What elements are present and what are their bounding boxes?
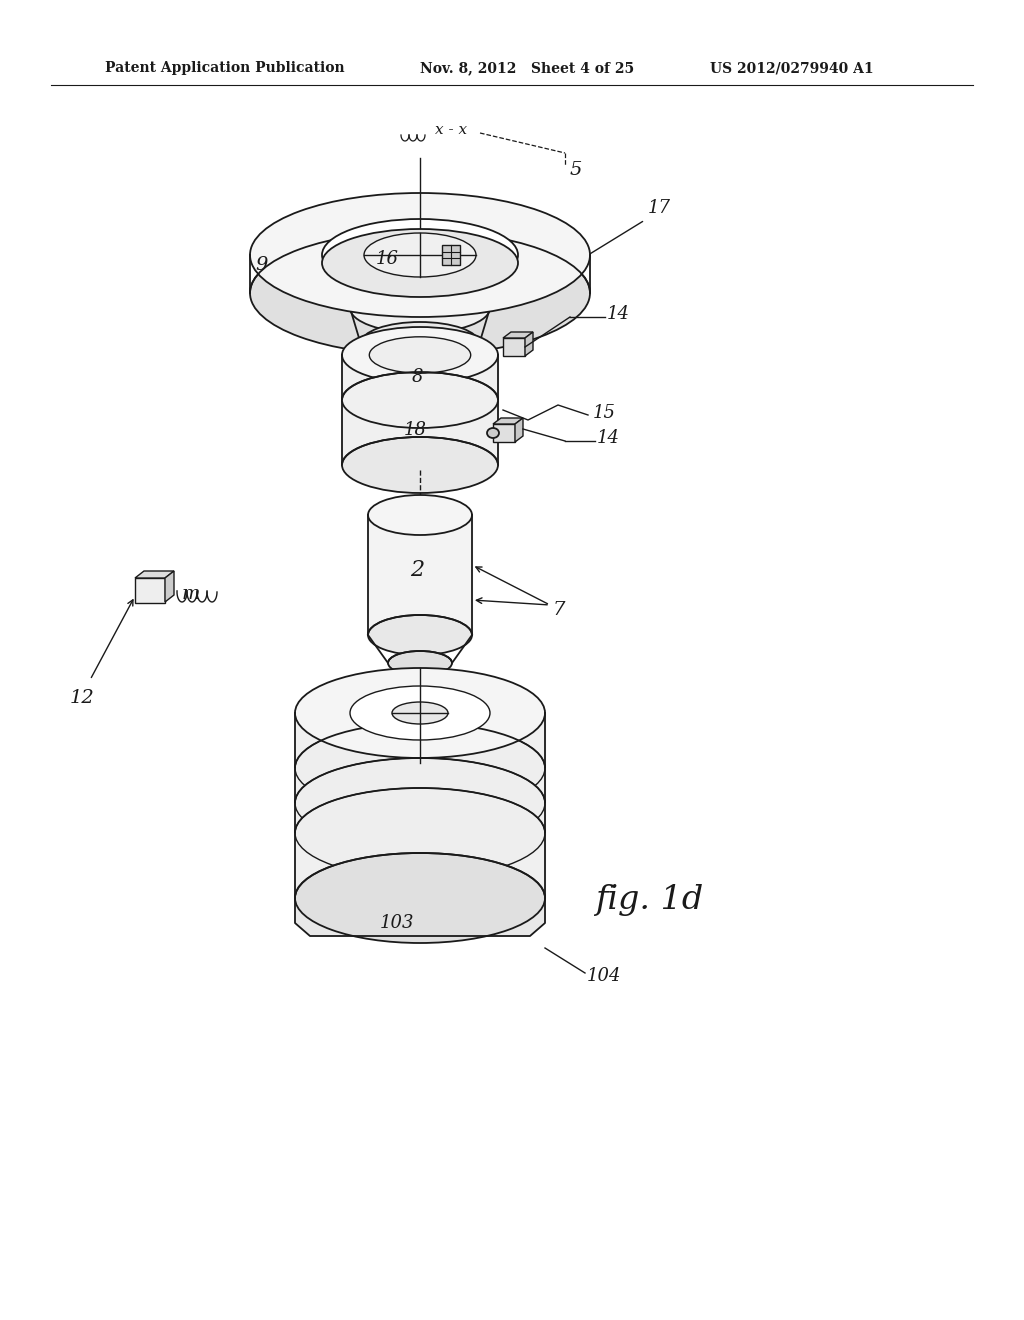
Text: fig. 1d: fig. 1d: [595, 884, 703, 916]
Text: 18: 18: [404, 421, 427, 440]
FancyBboxPatch shape: [493, 424, 515, 442]
FancyBboxPatch shape: [135, 578, 165, 603]
Ellipse shape: [250, 193, 590, 317]
Text: 103: 103: [380, 913, 415, 932]
Polygon shape: [342, 355, 498, 465]
Ellipse shape: [361, 322, 479, 364]
Text: US 2012/0279940 A1: US 2012/0279940 A1: [710, 61, 873, 75]
Text: 2: 2: [410, 558, 424, 581]
Text: 16: 16: [376, 249, 399, 268]
FancyBboxPatch shape: [503, 338, 525, 356]
Ellipse shape: [295, 853, 545, 942]
Ellipse shape: [322, 219, 518, 290]
Text: 9: 9: [255, 256, 267, 275]
Text: 104: 104: [587, 968, 622, 985]
Text: m: m: [182, 585, 201, 603]
Text: 12: 12: [70, 689, 95, 708]
Ellipse shape: [342, 327, 498, 383]
Polygon shape: [135, 572, 174, 578]
FancyBboxPatch shape: [442, 246, 460, 265]
Ellipse shape: [295, 788, 545, 878]
Ellipse shape: [322, 228, 518, 297]
Text: Nov. 8, 2012   Sheet 4 of 25: Nov. 8, 2012 Sheet 4 of 25: [420, 61, 634, 75]
Polygon shape: [368, 515, 472, 635]
Polygon shape: [295, 713, 545, 898]
Ellipse shape: [392, 702, 449, 723]
Ellipse shape: [295, 758, 545, 847]
Ellipse shape: [368, 615, 472, 655]
Text: 14: 14: [607, 305, 630, 323]
Polygon shape: [515, 418, 523, 442]
Ellipse shape: [295, 668, 545, 758]
Ellipse shape: [250, 231, 590, 355]
Text: 17: 17: [648, 199, 671, 216]
Polygon shape: [165, 572, 174, 602]
Ellipse shape: [295, 723, 545, 813]
Polygon shape: [493, 418, 523, 424]
Polygon shape: [525, 333, 534, 356]
Ellipse shape: [364, 234, 476, 277]
Text: 5: 5: [570, 161, 583, 180]
Ellipse shape: [342, 437, 498, 492]
Ellipse shape: [368, 495, 472, 535]
Ellipse shape: [487, 428, 499, 438]
Text: Patent Application Publication: Patent Application Publication: [105, 61, 345, 75]
Polygon shape: [503, 333, 534, 338]
Ellipse shape: [350, 282, 490, 333]
Text: 8: 8: [412, 368, 424, 385]
Ellipse shape: [342, 372, 498, 428]
Text: x - x: x - x: [435, 123, 467, 137]
Text: 7: 7: [553, 601, 565, 619]
Ellipse shape: [350, 686, 490, 741]
Polygon shape: [295, 898, 545, 936]
Text: 15: 15: [593, 404, 616, 422]
Text: 14: 14: [597, 429, 620, 447]
Ellipse shape: [370, 337, 471, 374]
Ellipse shape: [388, 651, 452, 675]
